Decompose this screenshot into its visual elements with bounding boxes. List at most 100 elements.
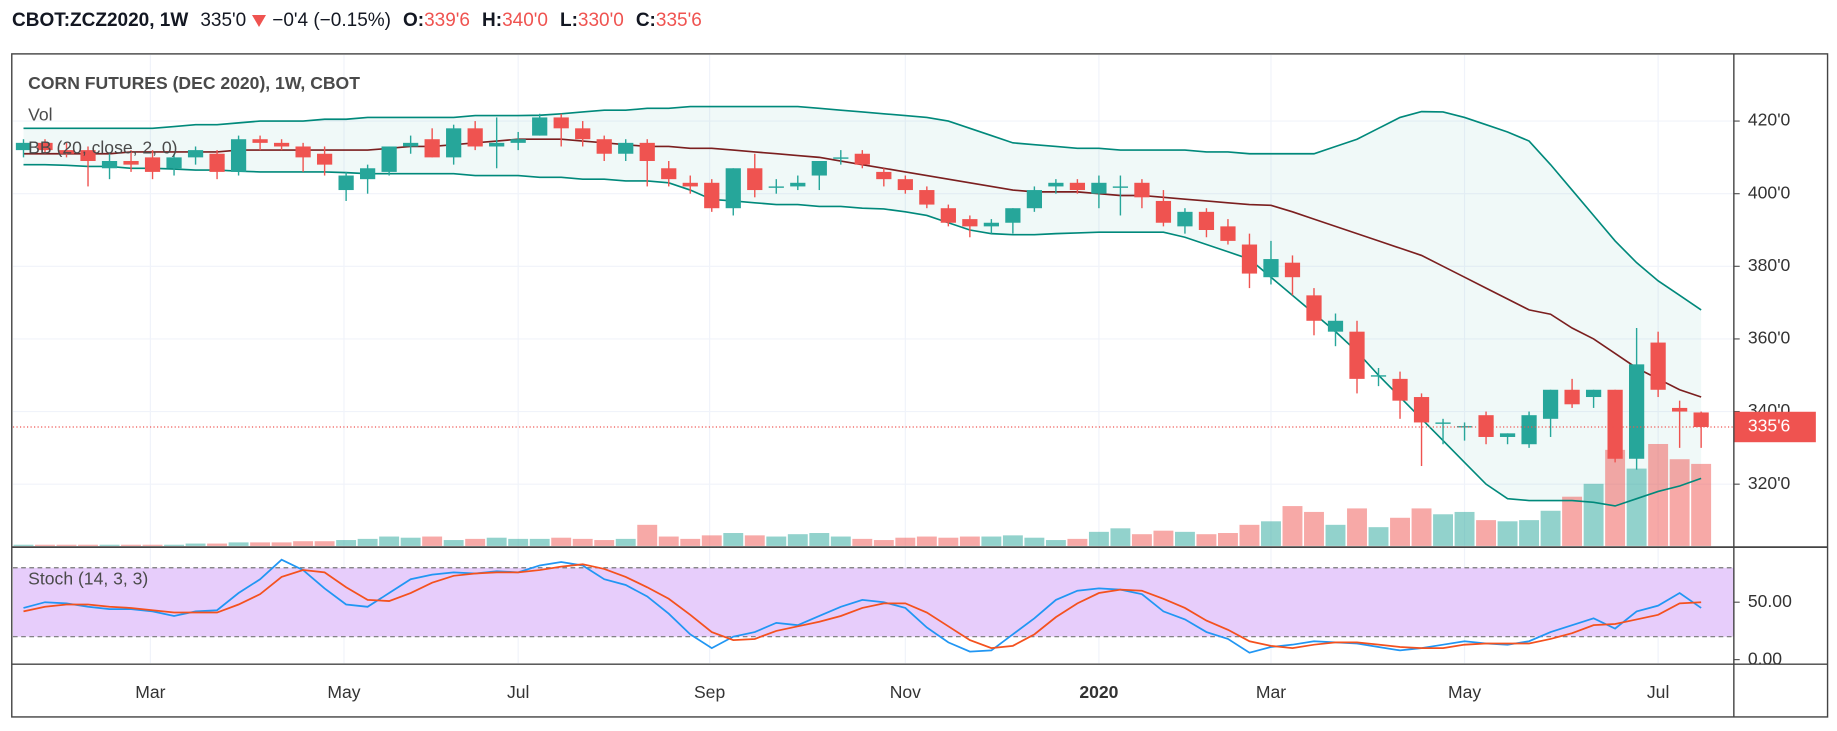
volume-bar bbox=[422, 536, 443, 546]
candle-body bbox=[489, 142, 505, 147]
volume-bar bbox=[529, 538, 550, 546]
candle-body bbox=[1220, 226, 1236, 241]
volume-bar bbox=[35, 544, 55, 546]
candle-body bbox=[467, 128, 483, 147]
candle-body bbox=[1177, 211, 1193, 227]
volume-bar bbox=[293, 541, 314, 546]
candle-body bbox=[316, 153, 333, 165]
volume-bar bbox=[271, 542, 292, 546]
volume-bar bbox=[336, 540, 357, 546]
volume-bar bbox=[852, 538, 873, 546]
volume-bar bbox=[400, 537, 421, 546]
candle-body bbox=[682, 182, 698, 187]
candle-body bbox=[1607, 389, 1623, 459]
volume-bar bbox=[1045, 540, 1066, 546]
x-tick-label: Mar bbox=[135, 682, 165, 702]
volume-bar bbox=[78, 544, 98, 546]
symbol-header: CBOT:ZCZ2020, 1W 335'0 −0'4 (−0.15%) O: 3… bbox=[12, 10, 702, 32]
candle-body bbox=[1005, 208, 1021, 223]
candle-body bbox=[1478, 415, 1494, 437]
candle-body bbox=[811, 161, 827, 176]
candle-body bbox=[1069, 182, 1086, 191]
volume-bar bbox=[1605, 449, 1626, 546]
last-price-label: 335'6 bbox=[1748, 416, 1790, 436]
bb-legend: BB (20, close, 2, 0) bbox=[28, 137, 177, 157]
candle-body bbox=[1327, 320, 1344, 332]
volume-bar bbox=[1217, 533, 1238, 546]
candle-body bbox=[360, 168, 376, 180]
volume-bar bbox=[207, 543, 228, 546]
candle-body bbox=[618, 142, 634, 154]
price-change: −0'4 (−0.15%) bbox=[272, 10, 391, 31]
volume-bar bbox=[508, 538, 529, 546]
stoch-line bbox=[23, 563, 1702, 650]
volume-bar bbox=[164, 544, 185, 546]
y-tick-label: 50.00 bbox=[1748, 591, 1792, 611]
volume-bar bbox=[572, 538, 593, 546]
volume-bar bbox=[938, 537, 959, 546]
candle-body bbox=[1112, 186, 1129, 188]
candle-body bbox=[166, 157, 182, 169]
candle-body bbox=[1413, 397, 1430, 423]
volume-bar bbox=[1583, 483, 1604, 546]
volume-bar bbox=[1411, 508, 1432, 546]
volume-bar bbox=[787, 534, 808, 546]
candle-body bbox=[273, 142, 290, 147]
candle-body bbox=[446, 128, 462, 158]
candle-body bbox=[381, 146, 397, 172]
candle-body bbox=[854, 153, 870, 165]
volume-bar bbox=[766, 536, 787, 546]
y-tick-label: 0.00 bbox=[1748, 648, 1782, 668]
candle-body bbox=[639, 142, 655, 162]
candle-body bbox=[553, 117, 569, 129]
volume-bar bbox=[250, 542, 271, 546]
candle-body bbox=[1241, 244, 1258, 274]
last-price-box bbox=[1733, 411, 1816, 443]
candle-body bbox=[1435, 422, 1451, 424]
candle-body bbox=[1564, 389, 1580, 405]
candle-body bbox=[1198, 211, 1215, 230]
candle-body bbox=[37, 142, 53, 151]
candle-body bbox=[144, 157, 161, 172]
candle-body bbox=[80, 150, 96, 162]
ohlc-key: H: bbox=[482, 10, 503, 31]
candle-body bbox=[1349, 331, 1365, 379]
candle-body bbox=[403, 142, 419, 147]
volume-bar bbox=[1282, 506, 1303, 546]
volume-bar bbox=[830, 536, 851, 546]
candle-body bbox=[575, 128, 591, 140]
last-price: 335'0 bbox=[200, 10, 247, 31]
down-arrow bbox=[252, 15, 267, 27]
volume-bar bbox=[1669, 459, 1690, 546]
volume-bar bbox=[637, 524, 658, 546]
candle-body bbox=[209, 153, 225, 172]
volume-bar bbox=[1454, 511, 1475, 546]
volume-bar bbox=[185, 543, 206, 546]
volume-bar bbox=[1691, 463, 1712, 546]
candle-body bbox=[747, 168, 763, 191]
volume-bar bbox=[1002, 535, 1023, 546]
y-tick-label: 380'0 bbox=[1748, 255, 1791, 275]
volume-bar bbox=[443, 540, 464, 546]
volume-bar bbox=[895, 537, 916, 546]
candle-body bbox=[1370, 375, 1387, 377]
volume-bar bbox=[1626, 468, 1647, 546]
volume-bar bbox=[916, 536, 937, 546]
stoch-band bbox=[12, 567, 1734, 637]
candle-body bbox=[1284, 262, 1301, 278]
volume-bar bbox=[1347, 508, 1367, 546]
y-tick-label: 400'0 bbox=[1748, 182, 1791, 202]
ohlc-value: 339'6 bbox=[424, 10, 470, 31]
candle-body bbox=[983, 222, 999, 227]
volume-bar bbox=[1088, 531, 1109, 546]
y-tick-label: 320'0 bbox=[1748, 473, 1791, 493]
volume-bar bbox=[1110, 528, 1131, 546]
candle-body bbox=[876, 171, 892, 180]
volume-bar bbox=[680, 538, 701, 546]
volume-bar bbox=[357, 538, 378, 546]
candle-body bbox=[123, 161, 139, 165]
candle-body bbox=[596, 139, 612, 154]
candle-body bbox=[101, 161, 118, 169]
volume-bar bbox=[1368, 527, 1389, 546]
